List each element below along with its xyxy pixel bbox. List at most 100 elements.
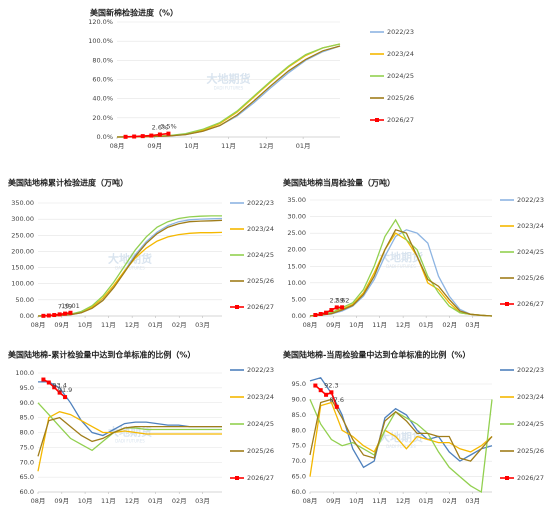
y-tick-label: 60.0 — [20, 488, 34, 496]
point-marker — [57, 390, 62, 395]
x-tick-label: 12月 — [396, 497, 411, 505]
x-tick-label: 12月 — [396, 321, 411, 329]
x-tick-label: 02月 — [442, 497, 457, 505]
series-line — [116, 43, 341, 138]
series-line — [309, 398, 493, 462]
legend-label: 2025/26 — [247, 447, 274, 455]
point-marker — [334, 305, 339, 310]
y-tick-label: 20.00 — [287, 246, 306, 254]
series-line — [309, 401, 493, 477]
legend-marker — [505, 476, 509, 480]
x-tick-label: 10月 — [349, 321, 364, 329]
x-tick-label: 11月 — [101, 497, 116, 505]
legend-marker — [505, 302, 509, 306]
x-tick-label: 12月 — [125, 497, 140, 505]
y-tick-label: 85.0 — [292, 411, 306, 419]
x-tick-label: 10月 — [78, 321, 93, 329]
legend-label: 2023/24 — [247, 393, 274, 401]
y-tick-label: 15.00 — [287, 262, 306, 270]
legend-label: 2026/27 — [247, 303, 274, 311]
y-tick-label: 30.00 — [287, 213, 306, 221]
series-line — [37, 402, 222, 452]
y-tick-label: 90.0 — [20, 399, 34, 407]
x-tick-label: 03月 — [465, 321, 480, 329]
y-tick-label: 25.00 — [287, 229, 306, 237]
chart-title: 美国陆地棉-累计检验量中达到仓单标准的比例（%） — [8, 350, 195, 360]
series-line — [116, 43, 341, 138]
value-label: 3.5% — [160, 123, 177, 131]
point-marker — [324, 392, 329, 397]
chart-title: 美国新棉检验进度（%） — [90, 8, 178, 18]
value-label: 93.4 — [52, 382, 66, 390]
value-label: 2.62 — [335, 296, 349, 304]
x-tick-label: 02月 — [442, 321, 457, 329]
x-tick-label: 08月 — [31, 321, 46, 329]
y-tick-label: 100.00 — [11, 280, 34, 288]
x-tick-label: 01月 — [419, 497, 434, 505]
watermark-sub: DADI FUTURES — [386, 444, 416, 449]
value-label: 2.6% — [152, 124, 169, 132]
point-marker — [324, 310, 329, 315]
legend-label: 2025/26 — [387, 94, 414, 102]
series-line — [309, 377, 493, 469]
point-marker — [318, 312, 323, 317]
x-tick-label: 11月 — [372, 497, 387, 505]
legend-label: 2024/25 — [517, 248, 544, 256]
x-tick-label: 11月 — [221, 142, 236, 150]
legend-label: 2024/25 — [247, 251, 274, 259]
y-tick-label: 5.00 — [292, 295, 306, 303]
y-tick-label: 70.0 — [292, 457, 306, 465]
legend-marker — [235, 305, 239, 309]
x-tick-label: 12月 — [259, 142, 274, 150]
point-marker — [52, 313, 57, 318]
watermark-sub: DADI FUTURES — [214, 86, 244, 91]
y-tick-label: 65.0 — [292, 473, 306, 481]
chart-title: 美国陆地棉当周检验量（万吨） — [283, 178, 395, 188]
value-label: 10.01 — [61, 302, 80, 310]
y-tick-label: 300.00 — [11, 215, 34, 223]
x-tick-label: 09月 — [326, 321, 341, 329]
legend-label: 2025/26 — [517, 274, 544, 282]
y-tick-label: 50.00 — [15, 296, 34, 304]
x-tick-label: 10月 — [78, 497, 93, 505]
x-tick-label: 12月 — [125, 321, 140, 329]
series-line — [309, 399, 493, 494]
x-tick-label: 01月 — [296, 142, 311, 150]
y-tick-label: 80.0 — [292, 426, 306, 434]
value-label: 92.3 — [324, 381, 338, 389]
series-line — [37, 416, 222, 457]
x-tick-label: 01月 — [148, 497, 163, 505]
chart-title: 美国陆地棉累计检验进度（万吨） — [8, 178, 128, 188]
value-label: 2.59 — [330, 296, 344, 304]
point-marker — [63, 395, 68, 400]
x-tick-label: 08月 — [110, 142, 125, 150]
legend-label: 2026/27 — [517, 300, 544, 308]
legend-label: 2023/24 — [247, 225, 274, 233]
legend-label: 2022/23 — [247, 199, 274, 207]
point-marker — [68, 310, 73, 315]
x-tick-label: 02月 — [172, 497, 187, 505]
point-marker — [132, 134, 137, 139]
y-tick-label: 10.00 — [287, 279, 306, 287]
legend-marker — [375, 118, 379, 122]
x-tick-label: 03月 — [195, 321, 210, 329]
legend-label: 2024/25 — [247, 420, 274, 428]
series-line — [37, 219, 223, 317]
x-tick-label: 08月 — [303, 497, 318, 505]
y-tick-label: 95.0 — [292, 380, 306, 388]
point-marker — [52, 385, 57, 390]
y-tick-label: 350.00 — [11, 199, 34, 207]
y-tick-label: 95.0 — [20, 384, 34, 392]
legend-label: 2023/24 — [517, 222, 544, 230]
point-marker — [123, 134, 128, 139]
y-tick-label: 35.00 — [287, 196, 306, 204]
legend-label: 2026/27 — [387, 116, 414, 124]
point-marker — [329, 308, 334, 313]
y-tick-label: 80.0% — [92, 56, 113, 64]
legend-label: 2022/23 — [387, 28, 414, 36]
watermark-sub: DADI FUTURES — [115, 439, 145, 444]
y-tick-label: 75.0 — [292, 442, 306, 450]
y-tick-label: 0.00 — [292, 312, 306, 320]
y-tick-label: 200.00 — [11, 247, 34, 255]
